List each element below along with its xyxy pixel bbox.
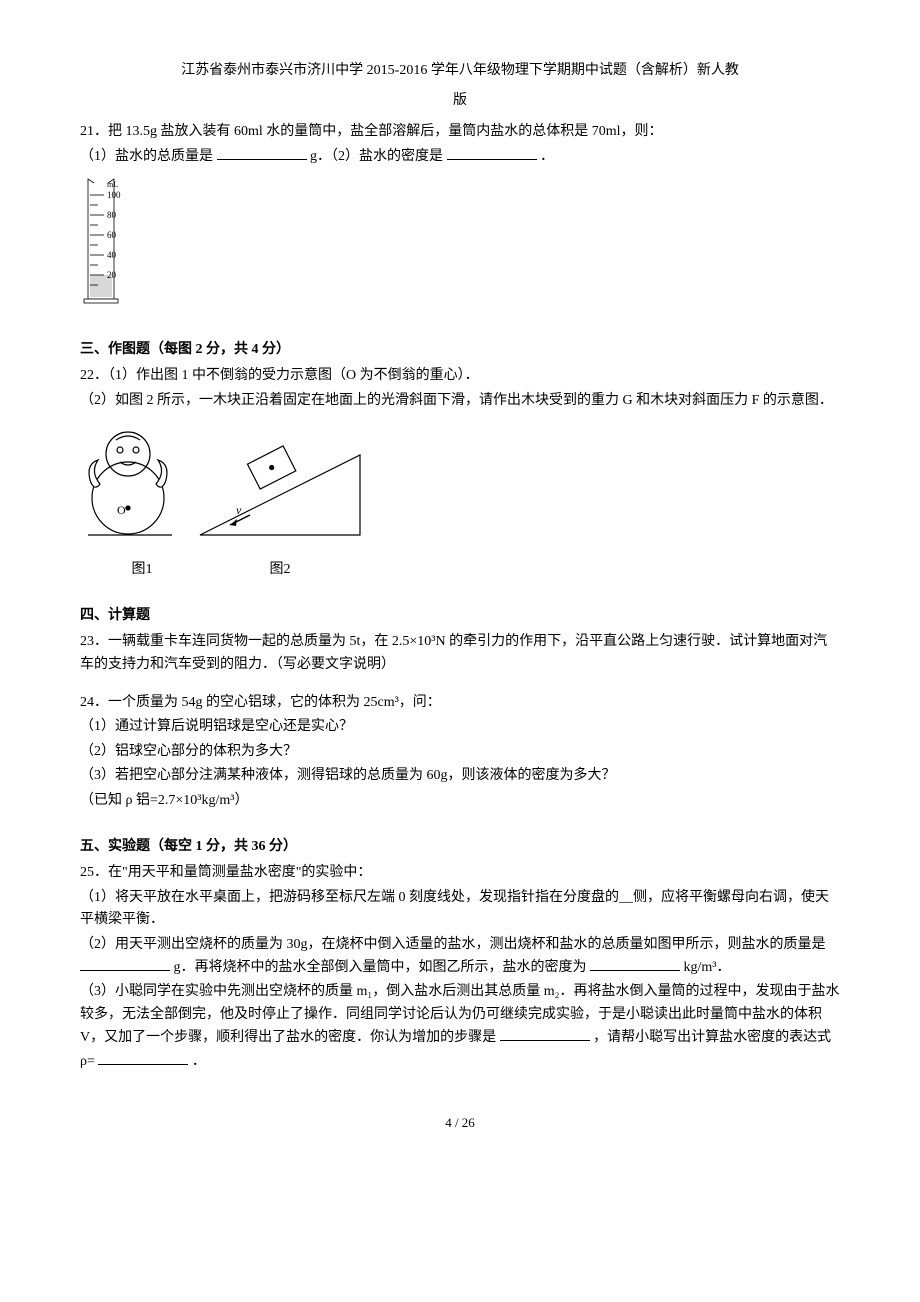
q25-3-blank1 [500,1026,590,1041]
q22-line1: 22．（1）作出图 1 中不倒翁的受力示意图（O 为不倒翁的重心）． [80,365,840,387]
section4-title: 四、计算题 [80,605,840,627]
q22-svg: O v [80,420,370,550]
q21-blank2 [447,145,537,160]
doc-title-line1: 江苏省泰州市泰兴市济川中学 2015-2016 学年八年级物理下学期期中试题（含… [80,60,840,82]
svg-text:v: v [236,503,242,517]
q25-2-mid: g．再将烧杯中的盐水全部倒入量筒中，如图乙所示，盐水的密度为 [174,960,587,975]
q22-line2: （2）如图 2 所示，一木块正沿着固定在地面上的光滑斜面下滑，请作出木块受到的重… [80,390,840,412]
q25-2-post: kg/m³． [684,960,731,975]
page-number: 4 / 26 [80,1113,840,1134]
q21-sub1-end: ． [540,149,554,164]
q25-1: （1）将天平放在水平桌面上，把游码移至标尺左端 0 刻度线处，发现指针指在分度盘… [80,887,840,932]
svg-text:40: 40 [107,250,117,260]
cylinder-svg: 100 80 60 40 20 mL [80,177,130,307]
q24-3: （3）若把空心部分注满某种液体，测得铝球的总质量为 60g，则该液体的密度为多大… [80,765,840,787]
q25-3-blank2 [98,1050,188,1065]
q25-2-blank2 [590,956,680,971]
doc-title-line2: 版 [80,90,840,112]
section3-title: 三、作图题（每图 2 分，共 4 分） [80,339,840,361]
svg-text:60: 60 [107,230,117,240]
q23-text: 23．一辆载重卡车连同货物一起的总质量为 5t，在 2.5×10³N 的牵引力的… [80,631,840,676]
q25-intro: 25．在"用天平和量筒测量盐水密度"的实验中： [80,862,840,884]
fig2-label: 图2 [270,562,291,577]
q25-3-c: ． [192,1054,206,1069]
q25-2-blank1 [80,956,170,971]
q21-text: 21．把 13.5g 盐放入装有 60ml 水的量筒中，盐全部溶解后，量筒内盐水… [80,121,840,143]
q21-cylinder-figure: 100 80 60 40 20 mL [80,177,840,315]
section5-title: 五、实验题（每空 1 分，共 36 分） [80,836,840,858]
q21-blank1 [217,145,307,160]
q24-intro: 24．一个质量为 54g 的空心铝球，它的体积为 25cm³，问： [80,692,840,714]
q24-1: （1）通过计算后说明铝球是空心还是实心？ [80,716,840,738]
q22-figures: O v 图1 [80,420,840,581]
svg-text:mL: mL [107,180,118,189]
fig1-label: 图1 [132,562,153,577]
q21-sub1-pre: （1）盐水的总质量是 [80,149,213,164]
q21-sub1-post: g．（2）盐水的密度是 [310,149,443,164]
svg-text:O: O [117,503,126,517]
svg-text:80: 80 [107,210,117,220]
svg-text:20: 20 [107,270,117,280]
svg-text:100: 100 [107,190,121,200]
q24-2: （2）铝球空心部分的体积为多大？ [80,741,840,763]
q25-2-pre: （2）用天平测出空烧杯的质量为 30g，在烧杯中倒入适量的盐水，测出烧杯和盐水的… [80,937,826,952]
q24-known: （已知 ρ 铝=2.7×10³kg/m³） [80,790,840,812]
